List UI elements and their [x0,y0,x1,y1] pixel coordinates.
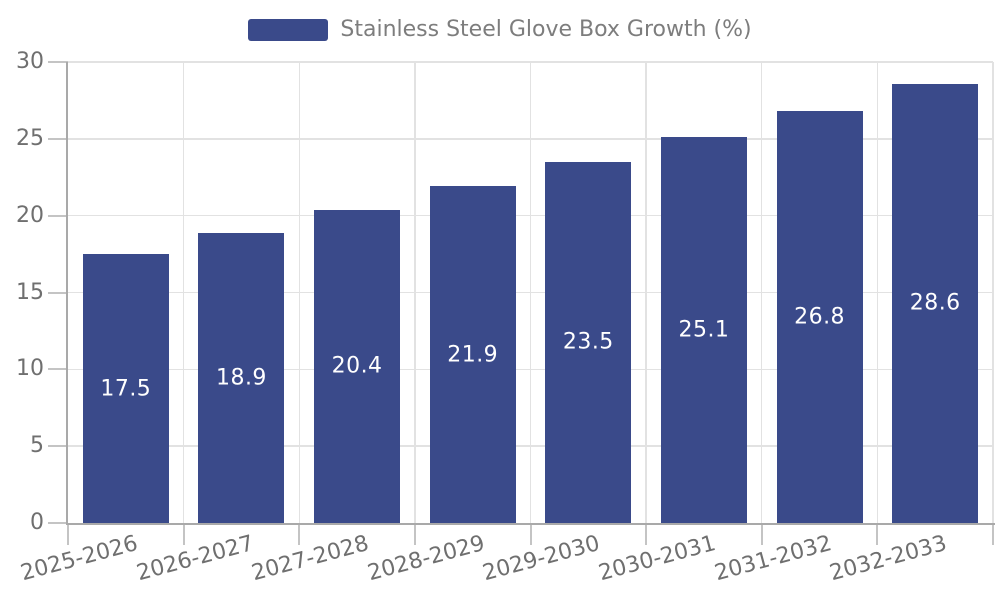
bar-value-label: 20.4 [331,353,383,379]
legend-swatch [248,18,329,41]
y-tick-label: 30 [16,49,44,74]
x-tick-mark [529,525,532,545]
y-tick-mark [48,291,68,294]
x-tick-mark [413,525,416,545]
x-tick-mark [182,525,185,545]
bar [429,186,516,523]
bar-value-label: 23.5 [562,329,614,355]
y-tick-label: 15 [16,279,44,305]
bar [545,161,632,523]
y-tick-mark [48,61,68,63]
y-tick-mark [48,522,68,524]
x-tick-label: 2026-2027 [133,531,256,587]
bar [198,232,285,523]
y-tick-label: 20 [16,202,44,228]
bar [892,83,979,523]
bar [314,209,401,523]
x-gridline [529,62,532,523]
bar-value-label: 25.1 [678,317,730,343]
y-tick-mark [48,445,68,448]
plot-area: 17.5 18.9 20.4 21.9 23.5 25.1 26.8 28.6 [68,61,994,523]
x-tick-mark [992,525,994,545]
x-gridline [298,62,300,523]
bar [660,137,747,523]
x-tick-mark [67,525,69,545]
bar-value-label: 26.8 [794,304,846,330]
x-tick-label: 2031-2032 [711,531,835,587]
y-tick-label: 0 [30,510,44,535]
x-tick-mark [760,525,763,545]
x-axis-line [66,523,995,525]
x-tick-label: 2030-2031 [596,531,719,587]
x-gridline [761,62,763,523]
legend-label: Stainless Steel Glove Box Growth (%) [340,17,752,42]
bar-value-label: 21.9 [447,342,499,368]
y-tick-mark [48,137,68,140]
y-axis-line [66,62,68,525]
y-tick-mark [48,214,68,217]
y-tick-label: 10 [16,356,44,382]
bar-value-label: 28.6 [909,290,961,316]
y-tick-label: 5 [30,433,44,459]
x-tick-mark [876,525,879,545]
x-gridline [876,62,879,523]
x-tick-label: 2025-2026 [17,531,141,587]
x-tick-mark [298,525,301,545]
x-gridline [992,62,994,523]
x-tick-label: 2028-2029 [364,531,488,587]
x-tick-label: 2027-2028 [249,531,372,587]
legend: Stainless Steel Glove Box Growth (%) [0,17,1000,42]
bar-value-label: 17.5 [100,376,152,402]
x-gridline [414,62,416,523]
x-tick-label: 2029-2030 [480,531,603,587]
x-tick-mark [645,525,648,545]
x-gridline [182,62,185,523]
x-gridline [645,62,647,523]
y-tick-mark [48,368,68,371]
bar-value-label: 18.9 [215,365,267,391]
bar [776,111,863,523]
bar [82,254,169,523]
x-tick-label: 2032-2033 [827,531,950,587]
y-tick-label: 25 [16,125,44,151]
